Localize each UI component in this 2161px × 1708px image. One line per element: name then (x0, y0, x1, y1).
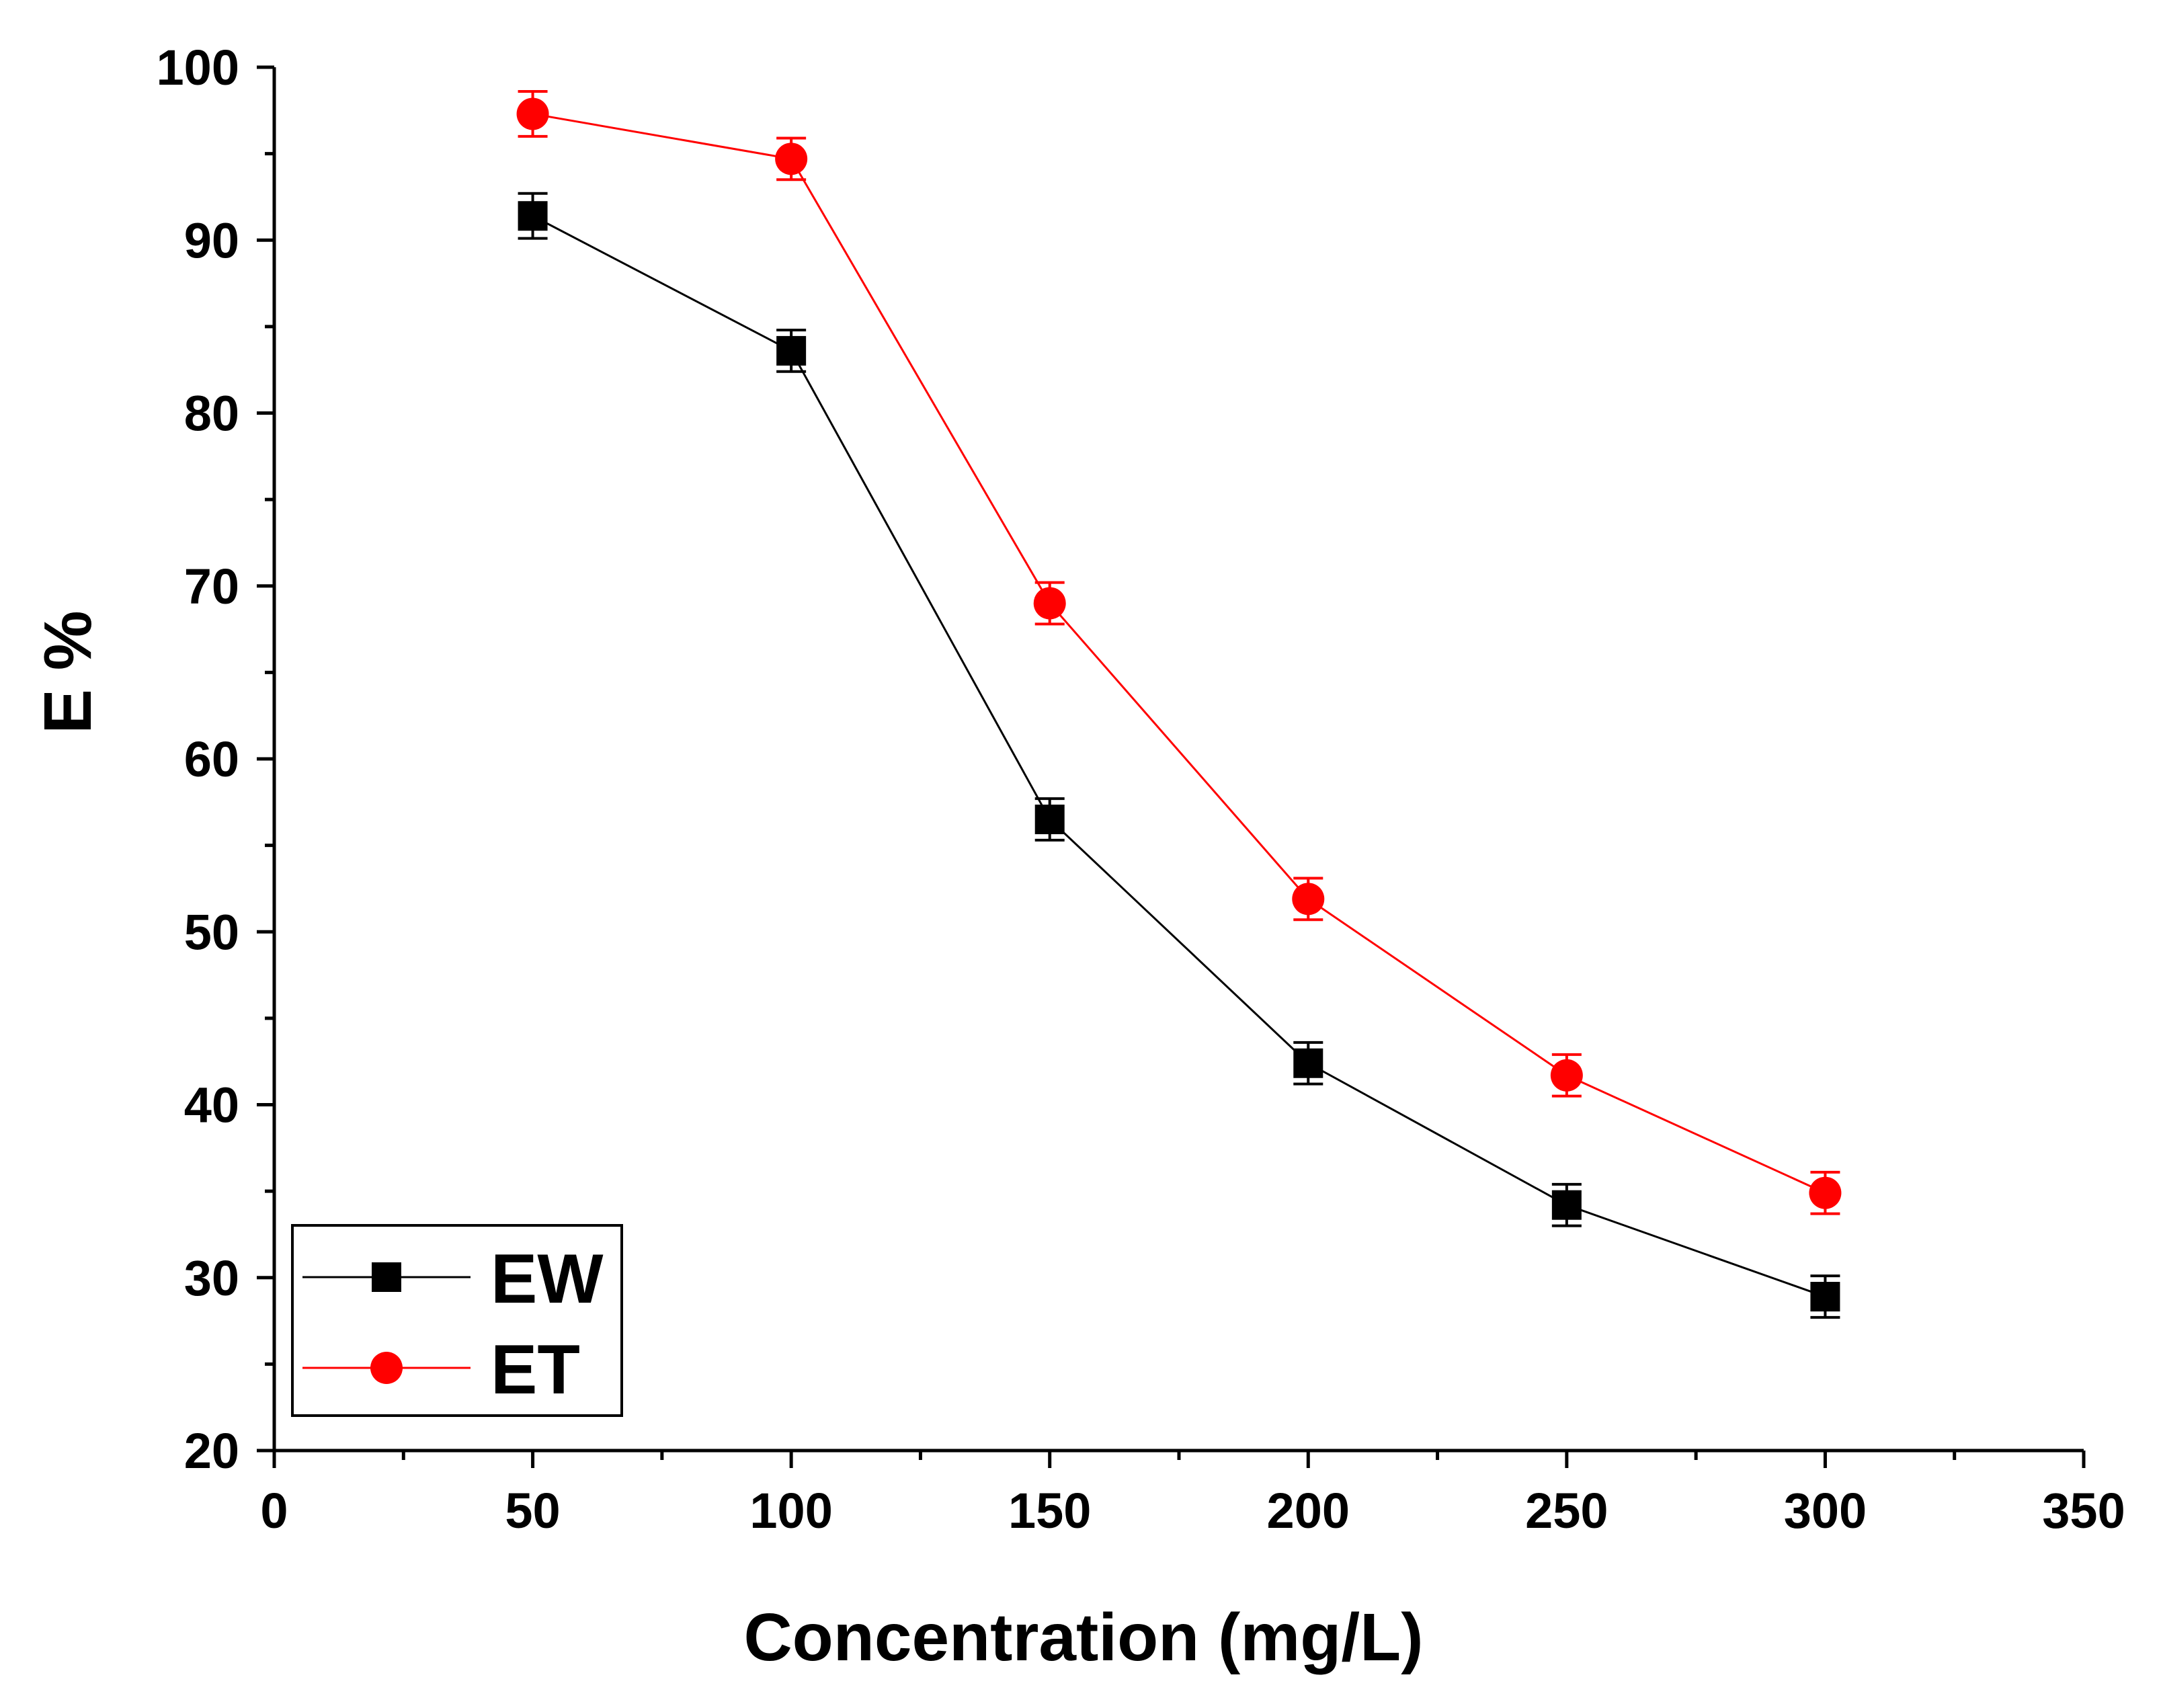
data-point (1809, 1176, 1842, 1209)
series-line-ew (532, 214, 1826, 1298)
x-tick-label: 150 (1008, 1483, 1091, 1539)
series-et (516, 90, 1842, 1215)
data-point (1034, 805, 1065, 835)
series-line-et (532, 112, 1826, 1194)
data-point (518, 201, 548, 231)
x-tick-label: 100 (749, 1483, 832, 1539)
data-point (1293, 1048, 1323, 1078)
x-axis-title: Concentration (mg/L) (743, 1600, 1423, 1675)
x-tick-label: 200 (1267, 1483, 1350, 1539)
y-tick-label: 80 (184, 386, 239, 442)
series-ew (518, 192, 1840, 1319)
x-tick-label: 50 (505, 1483, 560, 1539)
legend-label: ET (491, 1331, 580, 1409)
legend-item-ew: EW (302, 1240, 604, 1318)
legend-item-et: ET (302, 1331, 580, 1409)
y-tick-label: 60 (184, 731, 239, 787)
data-point (1810, 1282, 1840, 1312)
y-tick-label: 50 (184, 904, 239, 960)
y-tick-label: 20 (184, 1423, 239, 1479)
y-tick-label: 70 (184, 559, 239, 614)
data-point (516, 97, 549, 130)
legend-box (291, 1224, 623, 1417)
legend-items: EW ET (302, 1240, 604, 1409)
data-point (776, 335, 807, 366)
data-point (1550, 1059, 1583, 1092)
legend-marker (370, 1352, 403, 1384)
y-tick-label: 90 (184, 212, 239, 268)
axes: 0 50 100 150 200 250 300 350 20 30 40 50 60 70 80 90 100 (157, 40, 2125, 1539)
data-point (775, 143, 808, 175)
legend: EW ET (291, 1224, 623, 1417)
x-tick-label: 300 (1784, 1483, 1867, 1539)
legend-label: EW (491, 1240, 604, 1318)
y-tick-label: 30 (184, 1250, 239, 1306)
data-point (1033, 587, 1066, 620)
x-tick-label: 0 (260, 1483, 288, 1539)
series-layer (516, 90, 1842, 1319)
y-tick-label: 100 (157, 40, 239, 95)
y-tick-label: 40 (184, 1077, 239, 1133)
data-point (1292, 883, 1325, 916)
x-tick-label: 350 (2042, 1483, 2125, 1539)
data-point (1551, 1190, 1582, 1220)
x-tick-label: 250 (1525, 1483, 1608, 1539)
y-axis-title: E % (30, 610, 106, 733)
legend-marker (372, 1262, 401, 1292)
